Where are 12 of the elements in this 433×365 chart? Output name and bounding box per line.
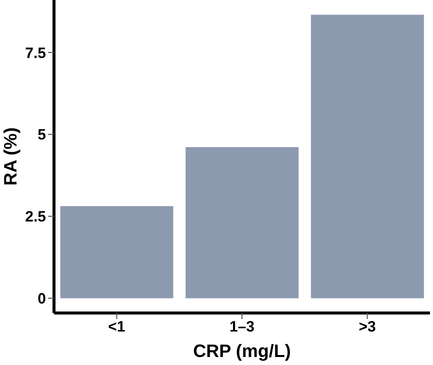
bar: [310, 14, 424, 298]
y-tick-label: 2.5: [25, 208, 46, 226]
x-tick-label: >3: [358, 318, 376, 336]
x-tick-label: <1: [108, 318, 126, 336]
y-tick-label: 0: [38, 290, 46, 308]
x-tick-label: 1–3: [229, 318, 255, 336]
y-tick-label: 7.5: [25, 44, 46, 62]
y-axis-title: RA (%): [0, 127, 20, 186]
y-tick-label: 5: [38, 126, 46, 144]
x-axis-title: CRP (mg/L): [193, 341, 291, 361]
bar: [186, 147, 299, 298]
bar: [60, 206, 174, 298]
